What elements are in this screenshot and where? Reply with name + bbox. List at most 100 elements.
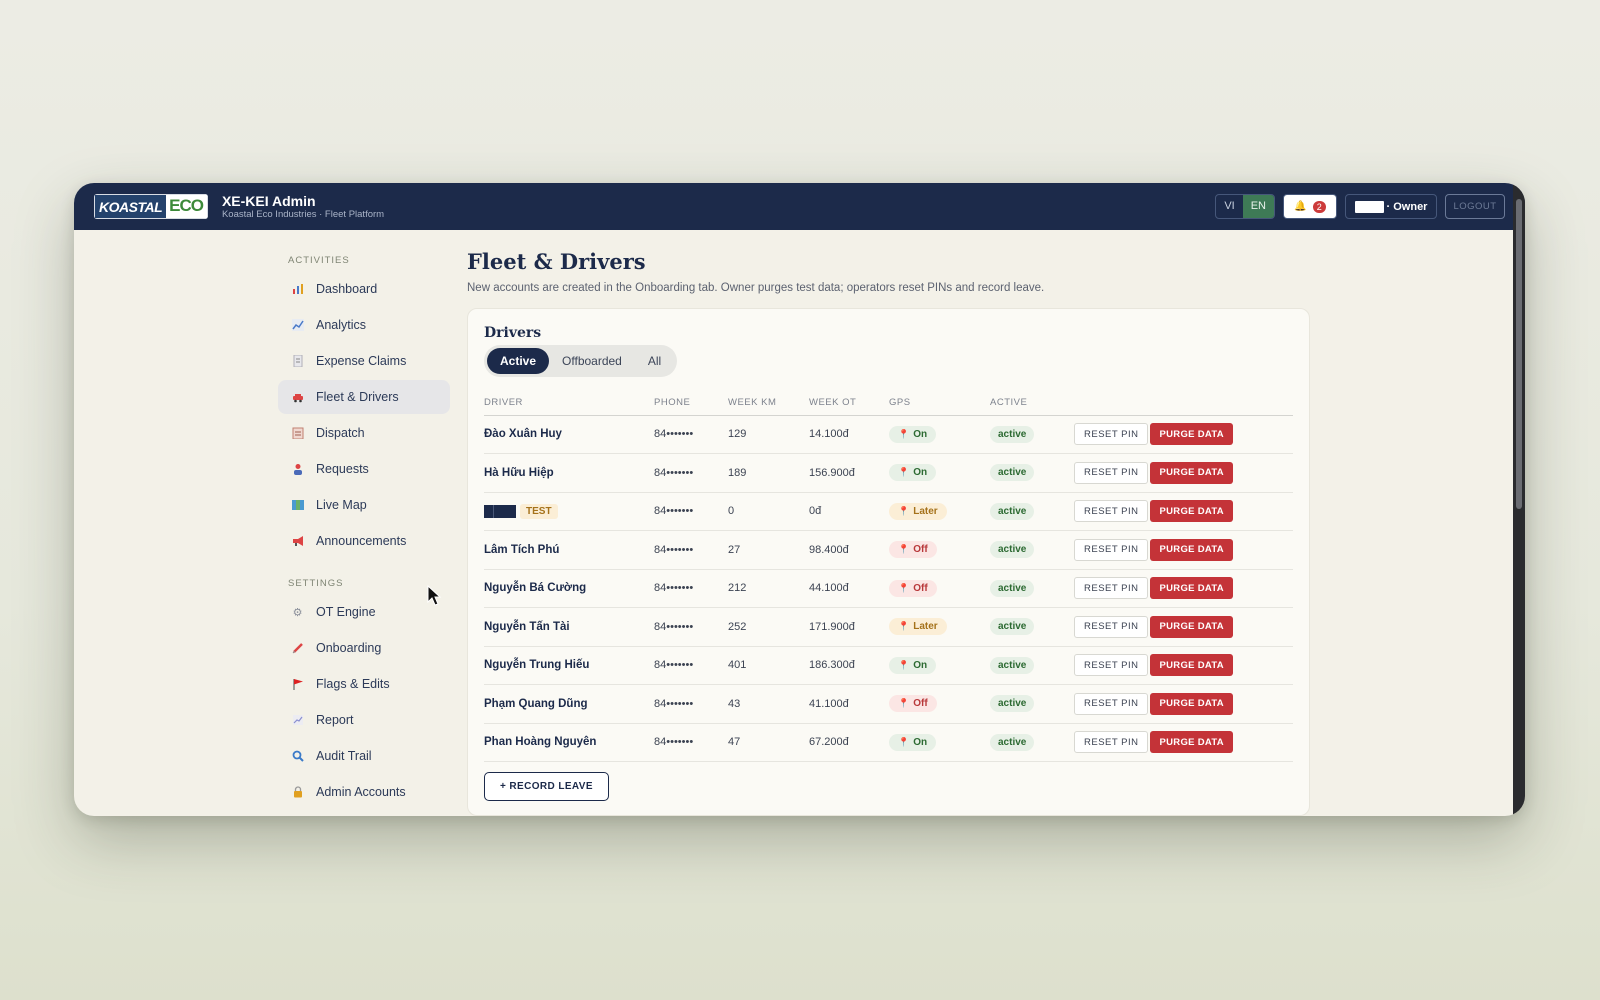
sidebar-item-dashboard[interactable]: Dashboard bbox=[278, 272, 450, 306]
sidebar-item-label: Announcements bbox=[316, 534, 407, 548]
purge-data-button[interactable]: PURGE DATA bbox=[1150, 615, 1233, 638]
driver-name: Hà Hữu Hiệp bbox=[484, 466, 554, 479]
sidebar-item-onboarding[interactable]: Onboarding bbox=[278, 631, 450, 665]
reset-pin-button[interactable]: RESET PIN bbox=[1074, 731, 1149, 754]
sidebar-item-expense-claims[interactable]: Expense Claims bbox=[278, 344, 450, 378]
user-menu-button[interactable]: · Owner bbox=[1345, 194, 1437, 219]
scrollbar-thumb[interactable] bbox=[1516, 199, 1522, 509]
tab-all[interactable]: All bbox=[647, 354, 662, 368]
test-tag: TEST bbox=[520, 503, 558, 519]
week-km-cell: 189 bbox=[728, 453, 809, 493]
reset-pin-button[interactable]: RESET PIN bbox=[1074, 654, 1149, 677]
sidebar-item-dispatch[interactable]: Dispatch bbox=[278, 416, 450, 450]
purge-data-button[interactable]: PURGE DATA bbox=[1150, 731, 1233, 754]
window-scrollbar[interactable] bbox=[1513, 183, 1525, 816]
lang-en-button[interactable]: EN bbox=[1242, 195, 1274, 218]
language-switch: VI EN bbox=[1215, 194, 1275, 219]
reset-pin-button[interactable]: RESET PIN bbox=[1074, 461, 1149, 484]
gear-icon: ⚙ bbox=[292, 606, 303, 619]
table-row: Lâm Tích Phú 84••••••• 27 98.400đ 📍 Off a… bbox=[484, 530, 1293, 570]
sidebar-item-live-map[interactable]: Live Map bbox=[278, 488, 450, 522]
active-status-badge: active bbox=[990, 425, 1035, 443]
active-cell: active bbox=[990, 723, 1074, 762]
sidebar-item-flags-edits[interactable]: Flags & Edits bbox=[278, 667, 450, 701]
driver-cell: Lâm Tích Phú bbox=[484, 530, 654, 570]
actions-cell: RESET PIN PURGE DATA bbox=[1074, 607, 1293, 647]
sidebar-item-ot-engine[interactable]: ⚙ OT Engine bbox=[278, 595, 450, 629]
sidebar-item-label: Requests bbox=[316, 462, 369, 476]
app-title: XE-KEI Admin bbox=[221, 192, 316, 209]
actions-cell: RESET PIN PURGE DATA bbox=[1074, 492, 1293, 531]
record-leave-button[interactable]: + RECORD LEAVE bbox=[484, 772, 609, 801]
purge-data-button[interactable]: PURGE DATA bbox=[1150, 423, 1233, 446]
reset-pin-button[interactable]: RESET PIN bbox=[1074, 500, 1149, 523]
reset-pin-button[interactable]: RESET PIN bbox=[1074, 538, 1149, 561]
lang-vi-button[interactable]: VI bbox=[1224, 200, 1235, 212]
active-status-badge: active bbox=[990, 541, 1035, 559]
sidebar-item-admin-accounts[interactable]: Admin Accounts bbox=[278, 775, 450, 809]
active-cell: active bbox=[990, 684, 1074, 724]
sidebar-item-audit-trail[interactable]: Audit Trail bbox=[278, 739, 450, 773]
phone-cell: 84••••••• bbox=[654, 453, 728, 493]
actions-cell: RESET PIN PURGE DATA bbox=[1074, 530, 1293, 570]
driver-name: Nguyễn Tấn Tài bbox=[484, 620, 570, 633]
driver-cell: Phạm Quang Dũng bbox=[484, 684, 654, 724]
driver-cell: Phan Hoàng Nguyên bbox=[484, 723, 654, 762]
logout-button[interactable]: LOGOUT bbox=[1445, 194, 1505, 219]
owner-role-label: · Owner bbox=[1386, 200, 1428, 213]
driver-name: Nguyễn Trung Hiếu bbox=[484, 659, 590, 672]
tab-offboarded[interactable]: Offboarded bbox=[562, 354, 622, 368]
sidebar-item-report[interactable]: Report bbox=[278, 703, 450, 737]
sidebar-item-fleet-drivers[interactable]: Fleet & Drivers bbox=[278, 380, 450, 414]
gps-status-label: Off bbox=[913, 544, 928, 556]
purge-data-button[interactable]: PURGE DATA bbox=[1150, 538, 1233, 561]
week-km-cell: 27 bbox=[728, 530, 809, 570]
reset-pin-button[interactable]: RESET PIN bbox=[1074, 615, 1149, 638]
person-icon bbox=[291, 463, 304, 476]
phone-cell: 84••••••• bbox=[654, 415, 728, 454]
logo-left-text: KOASTAL bbox=[94, 194, 167, 219]
column-header-week-ot: WEEK OT bbox=[809, 391, 889, 416]
purge-data-button[interactable]: PURGE DATA bbox=[1150, 692, 1233, 715]
map-icon bbox=[291, 499, 304, 512]
bar-chart-icon bbox=[291, 283, 304, 296]
driver-cell: TEST bbox=[484, 492, 654, 531]
week-km-cell: 129 bbox=[728, 415, 809, 454]
table-row: Đào Xuân Huy 84••••••• 129 14.100đ 📍 On a… bbox=[484, 415, 1293, 454]
active-cell: active bbox=[990, 607, 1074, 647]
purge-data-button[interactable]: PURGE DATA bbox=[1150, 461, 1233, 484]
week-km-cell: 47 bbox=[728, 723, 809, 762]
driver-cell: Hà Hữu Hiệp bbox=[484, 453, 654, 493]
driver-name: Phạm Quang Dũng bbox=[484, 697, 588, 710]
gps-status-label: On bbox=[913, 736, 928, 748]
reset-pin-button[interactable]: RESET PIN bbox=[1074, 577, 1149, 600]
week-km-cell: 252 bbox=[728, 607, 809, 647]
purge-data-button[interactable]: PURGE DATA bbox=[1150, 654, 1233, 677]
driver-name: Phan Hoàng Nguyên bbox=[484, 736, 597, 749]
reset-pin-button[interactable]: RESET PIN bbox=[1074, 692, 1149, 715]
active-cell: active bbox=[990, 569, 1074, 608]
table-header-row: DRIVER PHONE WEEK KM WEEK OT GPS ACTIVE bbox=[484, 391, 1293, 416]
pin-icon: 📍 bbox=[898, 467, 910, 478]
reset-pin-button[interactable]: RESET PIN bbox=[1074, 423, 1149, 446]
column-header-week-km: WEEK KM bbox=[728, 391, 809, 416]
sidebar-item-requests[interactable]: Requests bbox=[278, 452, 450, 486]
actions-cell: RESET PIN PURGE DATA bbox=[1074, 646, 1293, 685]
phone-cell: 84••••••• bbox=[654, 723, 728, 762]
purge-data-button[interactable]: PURGE DATA bbox=[1150, 577, 1233, 600]
driver-name: Nguyễn Bá Cường bbox=[484, 582, 587, 595]
sidebar-item-label: Live Map bbox=[316, 498, 367, 512]
car-icon bbox=[291, 391, 304, 404]
notifications-button[interactable]: 🔔 2 bbox=[1283, 194, 1337, 219]
week-ot-cell: 44.100đ bbox=[809, 569, 889, 608]
gps-cell: 📍 Later bbox=[889, 492, 990, 531]
purge-data-button[interactable]: PURGE DATA bbox=[1150, 500, 1233, 523]
column-header-gps: GPS bbox=[889, 391, 990, 416]
actions-cell: RESET PIN PURGE DATA bbox=[1074, 415, 1293, 454]
sidebar-item-label: Dispatch bbox=[316, 426, 365, 440]
sidebar-item-label: OT Engine bbox=[316, 605, 376, 619]
sidebar-item-announcements[interactable]: Announcements bbox=[278, 524, 450, 558]
tab-active[interactable]: Active bbox=[487, 348, 550, 374]
sidebar-item-analytics[interactable]: Analytics bbox=[278, 308, 450, 342]
sidebar-item-label: Fleet & Drivers bbox=[316, 390, 399, 404]
